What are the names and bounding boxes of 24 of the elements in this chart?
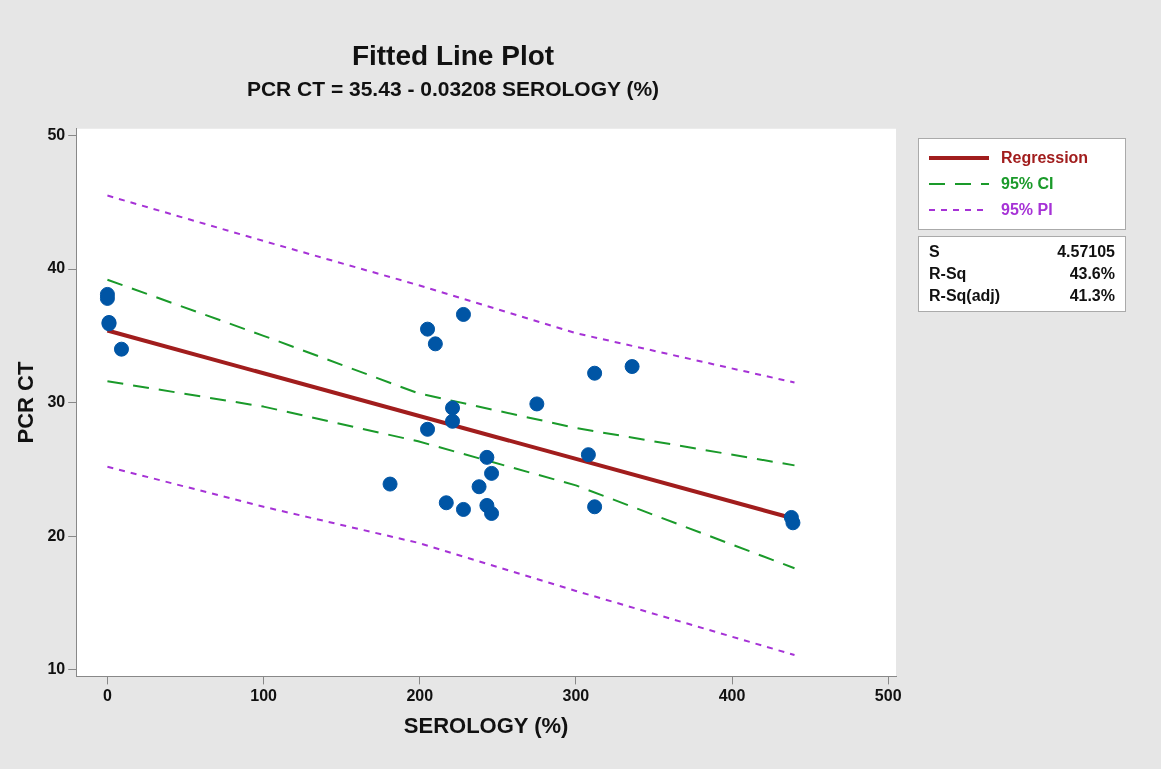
text: 43.6% bbox=[1068, 265, 1115, 283]
x-tick-label: 100 bbox=[250, 687, 278, 705]
legend-label: 95% PI bbox=[1001, 201, 1053, 219]
text: R-Sq(adj) bbox=[929, 287, 1002, 305]
x-tick-label: 500 bbox=[874, 687, 902, 705]
y-tick-label: 10 bbox=[47, 660, 66, 678]
text: 41.3% bbox=[1068, 287, 1115, 305]
x-tick-label: 400 bbox=[718, 687, 746, 705]
text: 4.57105 bbox=[1056, 243, 1115, 261]
chart-title: Fitted Line Plot bbox=[351, 39, 555, 71]
legend-label: 95% CI bbox=[1001, 175, 1054, 193]
legend-label: Regression bbox=[1001, 149, 1089, 167]
x-tick-label: 0 bbox=[102, 687, 112, 705]
x-tick-label: 300 bbox=[562, 687, 590, 705]
y-tick-label: 30 bbox=[47, 393, 66, 411]
y-tick-label: 40 bbox=[47, 259, 66, 277]
y-tick-label: 20 bbox=[47, 526, 66, 544]
text: R-Sq bbox=[929, 265, 968, 283]
x-axis-title: SEROLOGY (%) bbox=[403, 712, 569, 738]
y-axis-title: PCR CT bbox=[13, 361, 39, 444]
x-tick-label: 200 bbox=[406, 687, 434, 705]
text: S bbox=[929, 243, 941, 261]
chart-subtitle: PCR CT = 35.43 - 0.03208 SEROLOGY (%) bbox=[246, 77, 660, 100]
y-tick-label: 50 bbox=[47, 125, 66, 143]
